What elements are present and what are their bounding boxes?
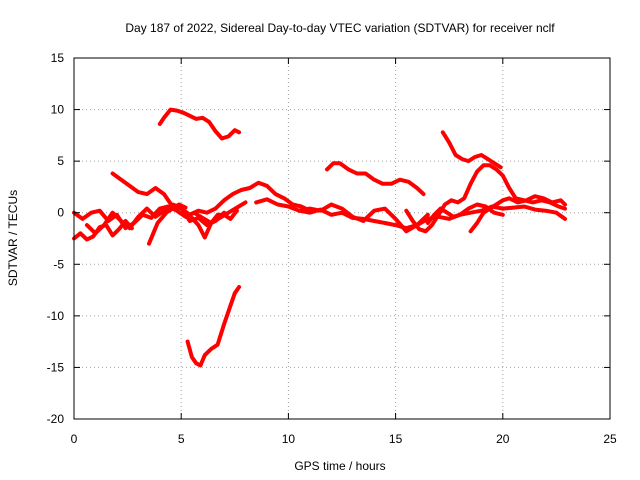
series-layer — [72, 107, 567, 368]
y-tick-label: -20 — [47, 412, 65, 426]
series-line-arc-14 — [468, 194, 567, 234]
plot-frame — [73, 57, 611, 420]
x-tick-label: 10 — [282, 432, 296, 446]
series-line-arc-11 — [325, 161, 426, 197]
series-line-arc-12 — [404, 163, 567, 234]
x-tick-label: 0 — [71, 432, 78, 446]
y-tick-label: -10 — [47, 309, 65, 323]
series-line-arc-10 — [297, 202, 430, 234]
grid-layer — [74, 58, 610, 419]
x-tick-label: 20 — [496, 432, 510, 446]
series-line-arc-4 — [110, 171, 312, 217]
x-tick-label: 5 — [178, 432, 185, 446]
x-axis-label: GPS time / hours — [294, 459, 385, 473]
tick-layer: 0 5 10 15 20 25 -20 -15 -10 -5 0 5 10 15 — [47, 51, 617, 446]
series-line-arc-13 — [440, 130, 503, 170]
x-tick-label: 15 — [389, 432, 403, 446]
series-line-arc-8 — [185, 285, 242, 368]
series-line-arc-6 — [189, 208, 239, 240]
x-tick-label: 25 — [603, 432, 617, 446]
series-line-arc-5 — [147, 202, 188, 246]
series-line-arc-7 — [157, 107, 242, 141]
y-tick-label: -5 — [53, 257, 64, 271]
y-tick-label: 10 — [51, 103, 65, 117]
y-tick-label: 5 — [57, 154, 64, 168]
series-line-arc-3 — [84, 202, 227, 236]
chart-title: Day 187 of 2022, Sidereal Day-to-day VTE… — [125, 21, 555, 35]
y-tick-label: 0 — [57, 206, 64, 220]
y-axis-label: SDTVAR / TECUs — [6, 190, 20, 286]
y-tick-label: 15 — [51, 51, 65, 65]
y-tick-label: -15 — [47, 360, 65, 374]
series-line-arc-15 — [425, 202, 505, 225]
